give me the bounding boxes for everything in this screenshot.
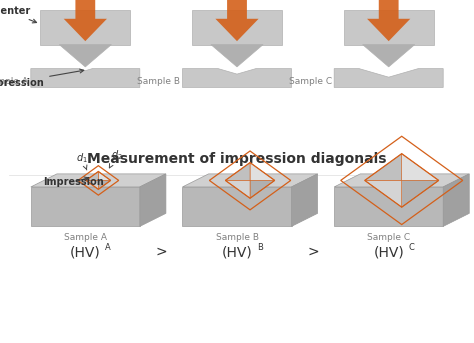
Text: Impression: Impression <box>0 69 84 87</box>
Polygon shape <box>215 0 259 41</box>
Text: (HV): (HV) <box>222 245 252 259</box>
Text: (HV): (HV) <box>374 245 404 259</box>
Polygon shape <box>226 163 250 180</box>
Polygon shape <box>31 187 140 226</box>
Text: C: C <box>409 244 414 252</box>
Polygon shape <box>182 174 318 187</box>
Polygon shape <box>401 154 438 180</box>
Text: B: B <box>257 244 263 252</box>
Polygon shape <box>365 154 401 180</box>
Polygon shape <box>192 10 282 45</box>
Polygon shape <box>98 180 110 189</box>
Polygon shape <box>31 69 140 87</box>
Polygon shape <box>226 180 250 198</box>
Text: Sample B: Sample B <box>137 77 180 86</box>
Text: Sample A: Sample A <box>0 77 28 86</box>
Polygon shape <box>334 174 469 187</box>
Polygon shape <box>31 174 166 187</box>
Text: Measurement of impression diagonals: Measurement of impression diagonals <box>87 152 387 166</box>
Polygon shape <box>140 174 166 226</box>
Polygon shape <box>250 163 274 180</box>
Polygon shape <box>98 172 110 180</box>
Polygon shape <box>292 174 318 226</box>
Polygon shape <box>334 187 443 226</box>
Polygon shape <box>86 172 98 180</box>
Polygon shape <box>40 10 130 45</box>
Text: Sample B: Sample B <box>216 233 258 241</box>
Text: Sample A: Sample A <box>64 233 107 241</box>
Polygon shape <box>182 187 292 226</box>
Polygon shape <box>365 180 401 207</box>
Text: Indenter: Indenter <box>0 6 36 23</box>
Text: >: > <box>307 245 319 259</box>
Text: $d_1$: $d_1$ <box>76 151 88 170</box>
Text: (HV): (HV) <box>70 245 100 259</box>
Polygon shape <box>182 69 292 87</box>
Polygon shape <box>367 0 410 41</box>
Text: Impression: Impression <box>43 177 104 187</box>
Polygon shape <box>211 45 263 67</box>
Polygon shape <box>401 180 438 207</box>
Polygon shape <box>344 10 434 45</box>
Text: Sample C: Sample C <box>367 233 410 241</box>
Text: A: A <box>105 244 111 252</box>
Polygon shape <box>443 174 469 226</box>
Text: >: > <box>155 245 167 259</box>
Polygon shape <box>334 69 443 87</box>
Polygon shape <box>86 180 98 189</box>
Polygon shape <box>250 180 274 198</box>
Text: $d_2$: $d_2$ <box>109 148 122 168</box>
Polygon shape <box>64 0 107 41</box>
Polygon shape <box>59 45 111 67</box>
Text: Sample C: Sample C <box>289 77 332 86</box>
Polygon shape <box>363 45 415 67</box>
